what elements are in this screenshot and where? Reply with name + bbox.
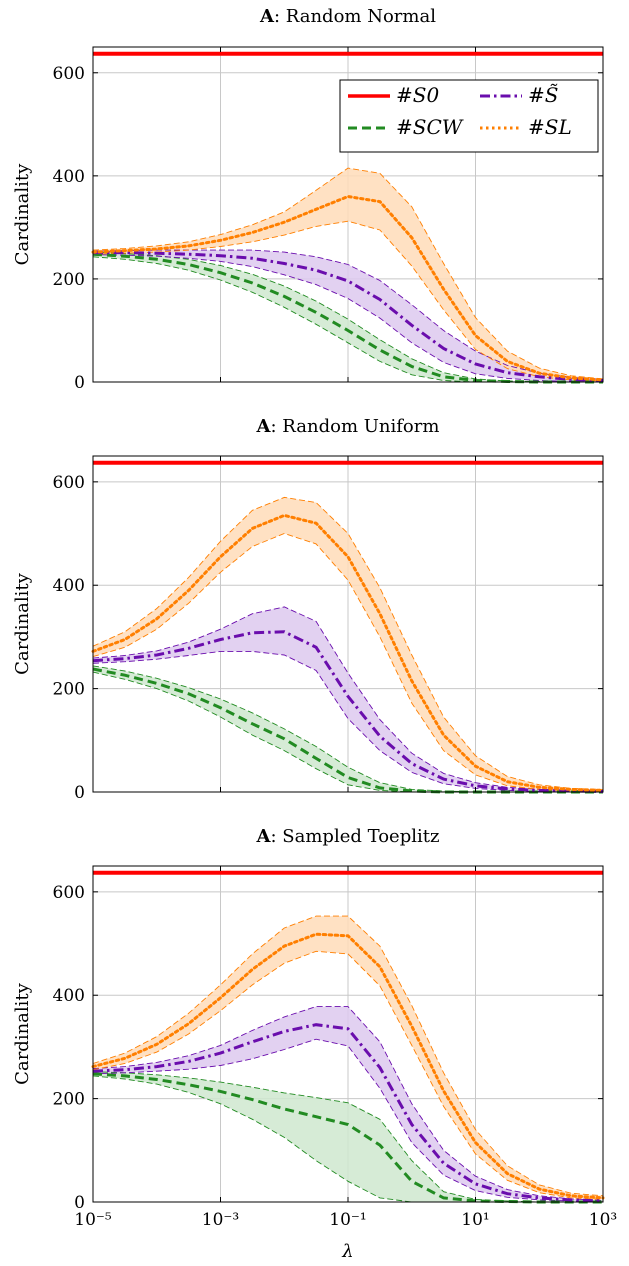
ytick-label: 0 [74, 783, 85, 803]
chart-title-rest: : Random Uniform [271, 416, 440, 437]
band-edge-upper-SL [92, 915, 604, 1197]
band-SCW [93, 1071, 603, 1202]
band-edge-upper-SL [92, 167, 604, 380]
chart-title-rest: : Sampled Toeplitz [271, 826, 440, 847]
ytick-label: 600 [53, 883, 85, 903]
ytick-label: 600 [53, 473, 85, 493]
y-axis-label: Cardinality [12, 982, 33, 1084]
xtick-label: 10⁻¹ [329, 1210, 366, 1230]
band-edge-upper-Stilde [92, 606, 604, 792]
chart-title: A: Random Uniform [256, 416, 440, 437]
ytick-label: 400 [53, 167, 85, 187]
legend-box [339, 79, 599, 153]
chart-panel-2: A: Random Uniform 0 200 400 600 Cardinality [12, 416, 605, 803]
band-edge-lower-Stilde [92, 1038, 604, 1202]
band-Stilde [93, 606, 603, 792]
series-line-SL [91, 513, 605, 792]
legend: #S0 #S̃ #SCW #SL [339, 79, 599, 153]
legend-label-SL: #SL [528, 115, 572, 139]
ytick-label: 200 [53, 270, 85, 290]
series-line-Stilde [92, 1023, 604, 1203]
series-line-SL [91, 932, 605, 1200]
chart-title-rest: : Random Normal [274, 6, 436, 27]
band-SL [93, 168, 603, 381]
series-line-Stilde [93, 251, 604, 382]
ytick-label: 400 [53, 986, 85, 1006]
legend-label-SCW: #SCW [396, 115, 464, 139]
ytick-label: 0 [74, 1193, 85, 1213]
ytick-label: 200 [53, 1090, 85, 1110]
ytick-label: 0 [74, 373, 85, 393]
band-edge-upper-Stilde [92, 1006, 604, 1201]
x-axis-label: λ [341, 1241, 353, 1262]
xtick-label: 10¹ [461, 1210, 489, 1230]
band-SCW [93, 665, 603, 792]
band-edge-lower-SL [92, 950, 604, 1200]
band-edge-upper-SCW [92, 1071, 603, 1203]
chart-title-bold: A [256, 826, 272, 847]
band-Stilde [93, 1006, 603, 1202]
y-axis-label: Cardinality [12, 163, 33, 265]
ytick-label: 200 [53, 680, 85, 700]
band-SL [93, 497, 603, 792]
chart-panel-1: A: Random Normal 0 200 400 600 Cardinality #S0… [12, 6, 605, 393]
chart-panel-3: A: Sampled Toeplitz 0 200 400 600 10⁻⁵ 10⁻³ 10⁻… [12, 826, 617, 1262]
ytick-label: 600 [53, 64, 85, 84]
series-line-SCW [92, 1072, 603, 1204]
ytick-label: 400 [53, 576, 85, 596]
band-Stilde [93, 250, 603, 382]
band-SL [93, 916, 603, 1200]
series-line-Stilde [92, 630, 604, 793]
legend-label-Stilde: #S̃ [528, 83, 558, 107]
legend-label-S0: #S0 [396, 83, 439, 107]
xtick-label: 10³ [589, 1210, 617, 1230]
band-edge-upper-Stilde [92, 249, 604, 380]
chart-title: A: Sampled Toeplitz [256, 826, 440, 847]
series-line-SL [91, 194, 605, 382]
chart-title: A: Random Normal [259, 6, 436, 27]
chart-title-bold: A [259, 6, 275, 27]
y-axis-label: Cardinality [12, 572, 33, 674]
band-edge-upper-SL [92, 496, 604, 790]
band-edge-lower-Stilde [92, 254, 604, 383]
xtick-label: 10⁻³ [202, 1210, 239, 1230]
xtick-label: 10⁻⁵ [74, 1210, 112, 1230]
band-edge-lower-SL [92, 220, 604, 382]
chart-title-bold: A [256, 416, 272, 437]
